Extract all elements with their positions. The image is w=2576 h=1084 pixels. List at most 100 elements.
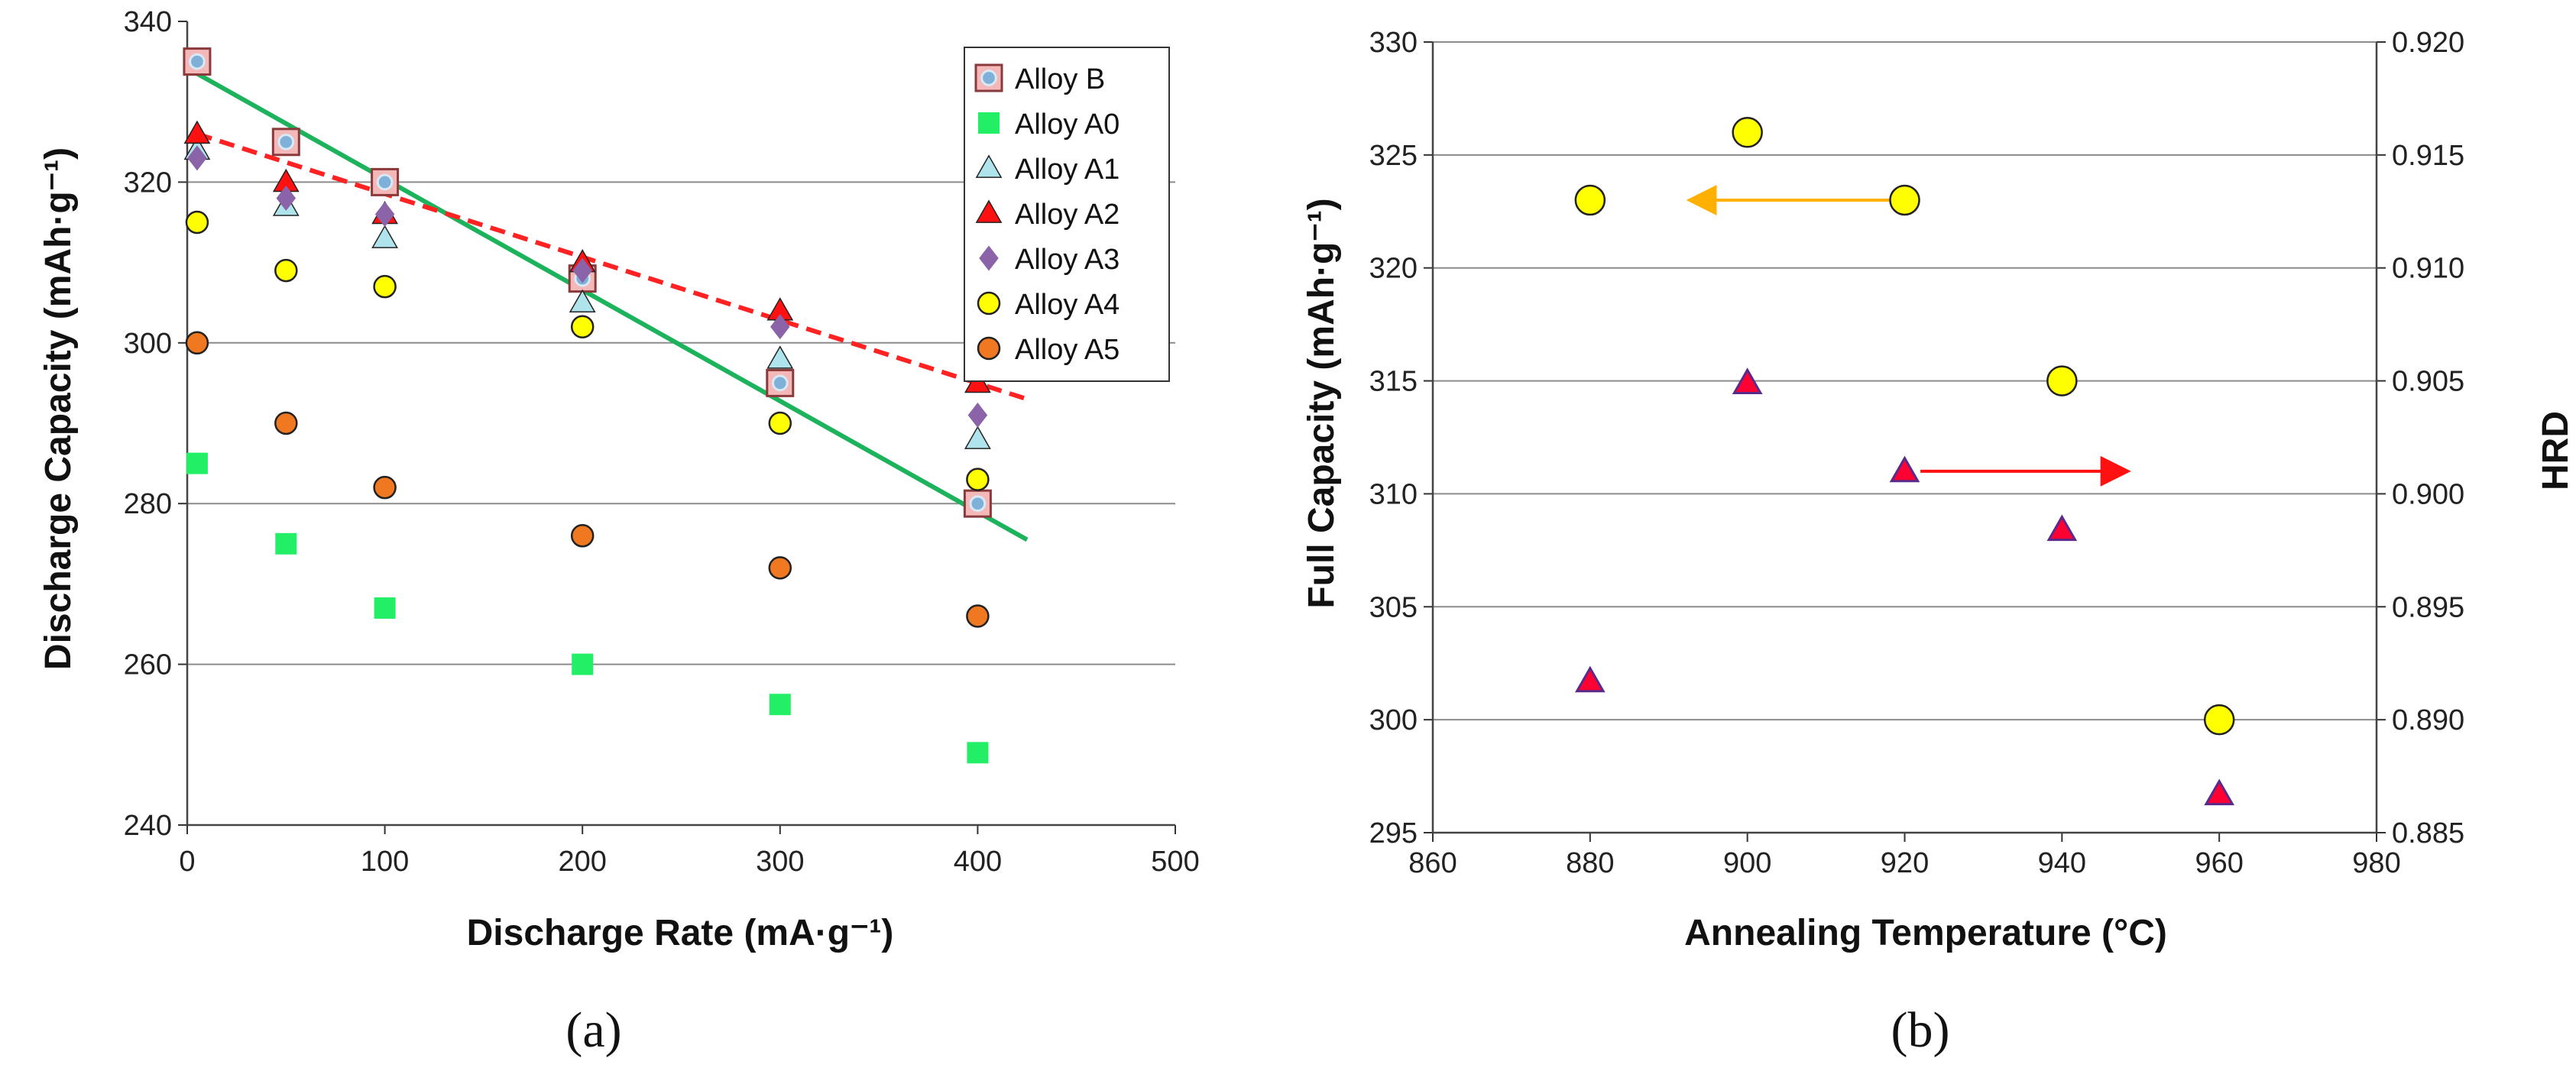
legend-marker-alloy-a0 [978, 112, 1000, 134]
point-alloy-a2 [183, 120, 211, 144]
chart-b-x-tick-label: 960 [2195, 847, 2243, 879]
chart-b-y2-tick-label: 0.910 [2392, 253, 2464, 285]
chart-a-x-axis-label: Discharge Rate (mA·g⁻¹) [467, 913, 894, 953]
trendline-alloy-b-fit [196, 71, 1029, 542]
point-full-capacity [1574, 184, 1606, 216]
point-alloy-a3 [374, 201, 395, 227]
point-hrd [2204, 778, 2235, 806]
chart-b-y-tick-label: 315 [1369, 366, 1418, 398]
chart-a-ticks: 240 260 280 300 320 340 0 100 200 300 400 500 [124, 6, 1200, 878]
legend-label-alloy-a1: Alloy A1 [1015, 154, 1120, 186]
chart-a-x-tick-label: 400 [954, 846, 1002, 878]
chart-a-y-tick-label: 240 [124, 810, 172, 842]
chart-b-y-tick-label: 330 [1369, 27, 1418, 59]
panel-label-b: (b) [1891, 1002, 1950, 1058]
point-alloy-b [271, 128, 300, 157]
legend-marker-alloy-a4 [977, 291, 1001, 315]
point-alloy-a0 [275, 532, 297, 555]
point-alloy-a3 [770, 314, 790, 340]
point-alloy-a3 [276, 185, 296, 211]
chart-a-x-tick-label: 100 [361, 846, 409, 878]
point-alloy-a1 [964, 426, 991, 449]
chart-b-x-tick-label: 880 [1566, 847, 1614, 879]
legend-label-alloy-a3: Alloy A3 [1015, 244, 1120, 276]
point-alloy-a1 [766, 345, 794, 369]
point-alloy-a5 [966, 604, 990, 628]
chart-a: 240 260 280 300 320 340 0 100 200 300 400 500 Alloy… [38, 6, 1200, 1058]
point-alloy-a5 [373, 475, 397, 500]
series-alloy-a3 [187, 145, 988, 428]
chart-b-y2-tick-label: 0.890 [2392, 704, 2464, 736]
legend-label-alloy-a4: Alloy A4 [1015, 289, 1120, 321]
chart-b-axes [1431, 42, 2378, 834]
chart-b-x-tick-label: 860 [1408, 847, 1456, 879]
series-full-capacity [1574, 117, 2235, 736]
series-alloy-a5 [185, 331, 990, 628]
series-alloy-b [183, 47, 992, 518]
chart-b-gridlines [1433, 41, 2377, 721]
point-alloy-a3 [187, 145, 207, 171]
legend-marker-alloy-a2 [975, 199, 1003, 223]
legend-label-alloy-b: Alloy B [1015, 63, 1105, 95]
chart-b-x-tick-label: 980 [2352, 847, 2400, 879]
point-alloy-a0 [769, 694, 791, 716]
point-alloy-a3 [572, 257, 592, 283]
point-alloy-a5 [274, 411, 298, 435]
chart-b-y2-tick-label: 0.915 [2392, 140, 2464, 172]
chart-b: 295 300 305 310 315 320 325 330 0.885 0.890 0.895 0… [1301, 27, 2576, 1058]
chart-b-y2-tick-label: 0.900 [2392, 478, 2464, 510]
point-alloy-a0 [572, 653, 594, 675]
chart-a-x-tick-label: 300 [756, 846, 804, 878]
legend-box [964, 47, 1170, 382]
chart-b-y-tick-label: 320 [1369, 253, 1418, 285]
chart-b-x-tick-label: 920 [1881, 847, 1929, 879]
chart-b-points [1574, 117, 2235, 806]
chart-a-x-tick-label: 0 [179, 846, 195, 878]
series-alloy-a0 [186, 452, 989, 764]
chart-b-y2-axis-label: HRD [2535, 411, 2576, 490]
chart-a-x-tick-label: 200 [558, 846, 606, 878]
chart-b-y-tick-label: 295 [1369, 817, 1418, 849]
point-alloy-b-dot [969, 495, 987, 513]
point-alloy-a4 [966, 468, 990, 491]
chart-b-y-tick-label: 300 [1369, 704, 1418, 736]
point-alloy-a4 [570, 315, 595, 339]
point-alloy-a4 [768, 411, 792, 435]
point-alloy-a4 [274, 258, 298, 283]
point-alloy-a1 [371, 225, 398, 248]
point-alloy-a5 [768, 556, 792, 580]
point-alloy-a0 [186, 452, 208, 474]
point-hrd [1732, 367, 1763, 394]
chart-a-y-tick-label: 320 [124, 167, 172, 199]
series-hrd [1574, 367, 2235, 806]
legend-marker-alloy-b-dot [980, 70, 997, 86]
chart-b-y-axis-label: Full Capacity (mAh·g⁻¹) [1301, 198, 1342, 608]
chart-b-y-tick-label: 325 [1369, 140, 1418, 172]
point-alloy-a0 [374, 597, 396, 619]
legend-marker-alloy-a3 [979, 245, 999, 271]
chart-a-y-tick-label: 340 [124, 6, 172, 38]
point-full-capacity [2046, 365, 2078, 396]
point-alloy-a1 [569, 289, 596, 313]
chart-a-y-tick-label: 300 [124, 328, 172, 360]
point-hrd [1574, 665, 1606, 693]
chart-b-y-tick-label: 310 [1369, 478, 1418, 510]
chart-a-legend: Alloy B Alloy A0 Alloy A1 Alloy A2 Alloy A3 A… [964, 47, 1170, 382]
panel-label-a: (a) [565, 1002, 621, 1058]
point-full-capacity [2203, 704, 2235, 736]
chart-b-y2-tick-label: 0.905 [2392, 366, 2464, 398]
legend-label-alloy-a5: Alloy A5 [1015, 334, 1120, 366]
chart-a-trendlines [196, 71, 1029, 542]
legend-marker-alloy-a1 [975, 154, 1003, 178]
chart-a-y-tick-label: 280 [124, 488, 172, 520]
legend-label-alloy-a2: Alloy A2 [1015, 199, 1120, 231]
point-alloy-a4 [373, 274, 397, 299]
chart-b-arrows [1686, 185, 2131, 487]
chart-b-y2-tick-label: 0.895 [2392, 591, 2464, 623]
point-full-capacity [1732, 117, 1763, 148]
chart-b-y-tick-label: 305 [1369, 591, 1418, 623]
legend-label-alloy-a0: Alloy A0 [1015, 108, 1120, 141]
series-alloy-a4 [185, 210, 990, 491]
chart-b-x-tick-label: 900 [1723, 847, 1771, 879]
